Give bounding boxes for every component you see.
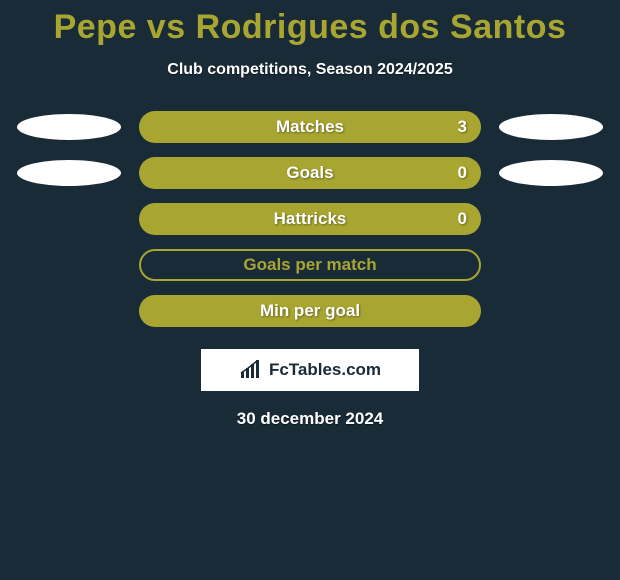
stat-bar: Hattricks 0	[139, 203, 481, 235]
stat-label: Goals	[286, 163, 333, 183]
stat-label: Matches	[276, 117, 344, 137]
stat-value-right: 0	[458, 163, 467, 183]
logo-text: FcTables.com	[269, 360, 381, 380]
stat-label: Hattricks	[274, 209, 347, 229]
stat-bar: Matches 3	[139, 111, 481, 143]
stat-bar: Goals per match	[139, 249, 481, 281]
page-title: Pepe vs Rodrigues dos Santos	[0, 0, 620, 47]
stat-row: Hattricks 0	[0, 203, 620, 235]
footer-date: 30 december 2024	[0, 409, 620, 429]
stat-row: Goals per match	[0, 249, 620, 281]
stat-row: Matches 3	[0, 111, 620, 143]
logo-box: FcTables.com	[201, 349, 419, 391]
stat-rows: Matches 3 Goals 0 Hattricks 0	[0, 111, 620, 327]
comparison-infographic: Pepe vs Rodrigues dos Santos Club compet…	[0, 0, 620, 580]
stat-row: Goals 0	[0, 157, 620, 189]
stat-row: Min per goal	[0, 295, 620, 327]
stat-label: Min per goal	[260, 301, 360, 321]
stat-bar: Min per goal	[139, 295, 481, 327]
left-ellipse	[17, 114, 121, 140]
right-ellipse	[499, 114, 603, 140]
page-subtitle: Club competitions, Season 2024/2025	[0, 61, 620, 79]
stat-value-right: 3	[458, 117, 467, 137]
stat-label: Goals per match	[243, 255, 376, 275]
left-ellipse	[17, 160, 121, 186]
stat-value-right: 0	[458, 209, 467, 229]
stat-bar: Goals 0	[139, 157, 481, 189]
right-ellipse	[499, 160, 603, 186]
chart-icon	[239, 360, 263, 380]
